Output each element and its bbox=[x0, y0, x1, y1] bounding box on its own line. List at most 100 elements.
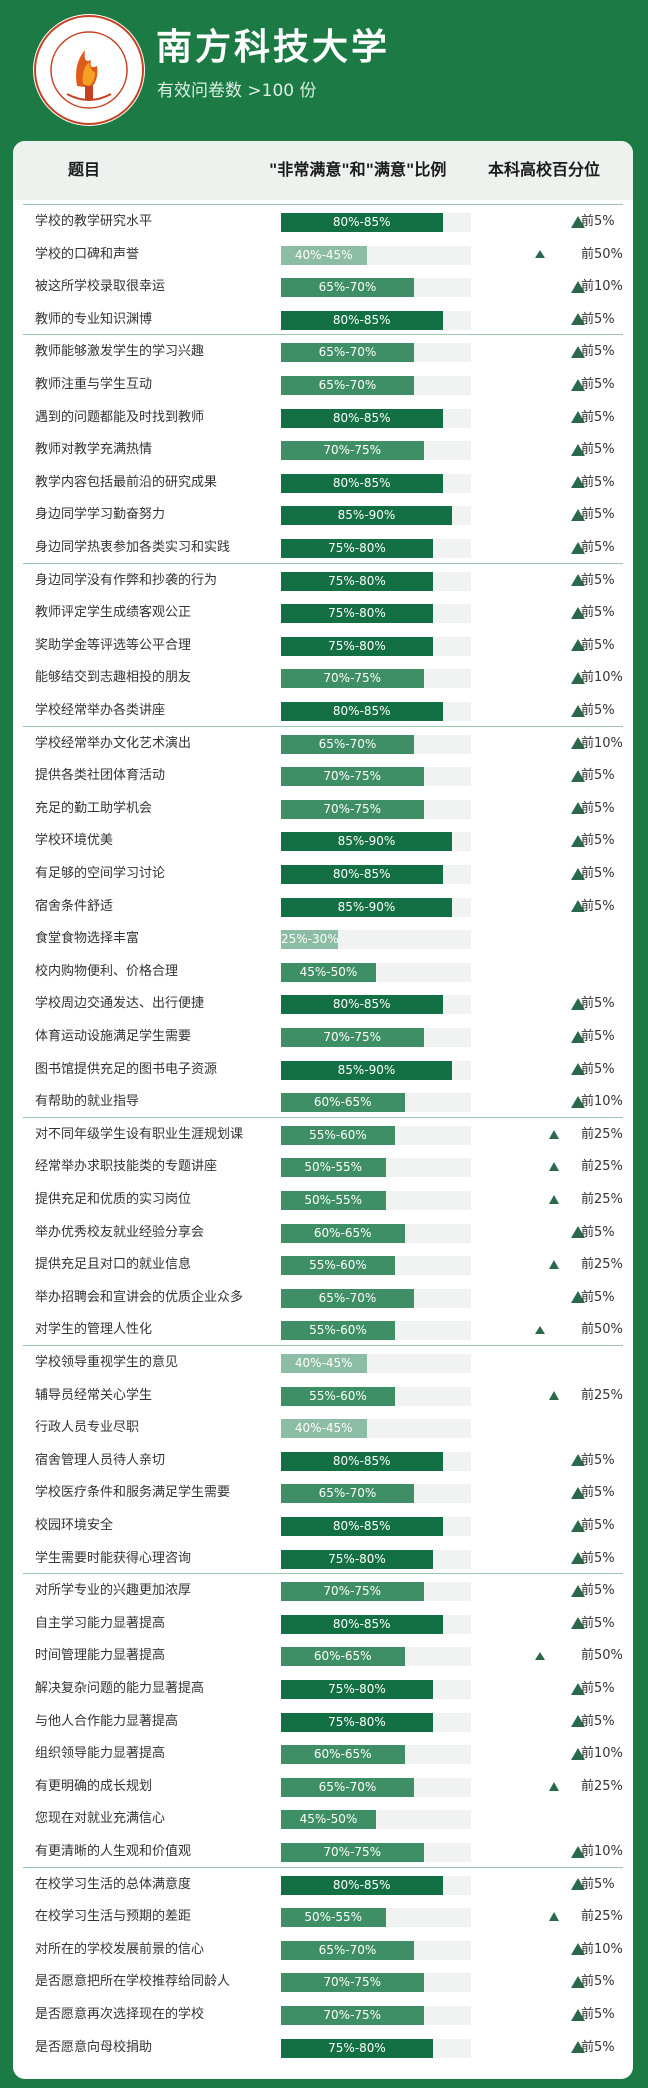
satisfaction-bar: 45%-50% bbox=[281, 962, 376, 982]
page-subtitle: 有效问卷数 >100 份 bbox=[157, 81, 317, 101]
table-row: 经常举办求职技能类的专题讲座 50%-55% 前25% bbox=[13, 1151, 633, 1184]
table-row: 学校经常举办各类讲座 80%-85% 前5% bbox=[13, 695, 633, 728]
rank-up-icon bbox=[571, 737, 585, 750]
group-divider bbox=[23, 1866, 623, 1868]
rank-up-icon bbox=[571, 574, 585, 587]
bar-value-label: 70%-75% bbox=[323, 1975, 382, 1990]
bar-value-label: 60%-65% bbox=[313, 1747, 372, 1762]
percentile-label: 前5% bbox=[581, 1681, 615, 1696]
percentile-label: 前5% bbox=[581, 996, 615, 1012]
row-label: 您现在对就业充满信心 bbox=[35, 1811, 166, 1827]
bar-track: 60%-65% bbox=[281, 1647, 471, 1667]
satisfaction-bar: 75%-80% bbox=[281, 636, 433, 656]
rank-up-icon bbox=[571, 345, 585, 358]
percentile-label: 前5% bbox=[581, 1452, 615, 1468]
row-label: 被这所学校录取很幸运 bbox=[35, 279, 166, 295]
bar-value-label: 75%-80% bbox=[328, 573, 386, 588]
bar-track: 75%-80% bbox=[281, 636, 471, 656]
rank-up-icon bbox=[549, 1781, 559, 1791]
satisfaction-bar: 80%-85% bbox=[281, 865, 443, 884]
bar-value-label: 85%-90% bbox=[337, 899, 396, 914]
table-row: 您现在对就业充满信心 45%-50% bbox=[13, 1803, 633, 1836]
satisfaction-bar: 70%-75% bbox=[281, 1582, 424, 1602]
percentile-label: 前5% bbox=[581, 377, 615, 392]
satisfaction-bar: 65%-70% bbox=[281, 1484, 414, 1504]
percentile-label: 前5% bbox=[581, 1485, 615, 1501]
rank-up-icon bbox=[549, 1912, 559, 1922]
satisfaction-bar: 80%-85% bbox=[281, 1517, 443, 1536]
percentile-label: 前5% bbox=[581, 1876, 615, 1892]
table-row: 是否愿意向母校捐助 75%-80% 前5% bbox=[13, 2032, 633, 2065]
row-label: 提供各类社团体育活动 bbox=[35, 768, 166, 784]
bar-value-label: 40%-45% bbox=[294, 247, 353, 262]
bar-track: 65%-70% bbox=[281, 278, 471, 298]
table-row: 提供充足和优质的实习岗位 50%-55% 前25% bbox=[13, 1184, 633, 1217]
table-row: 遇到的问题都能及时找到教师 80%-85% 前5% bbox=[13, 402, 633, 435]
percentile-label: 前5% bbox=[581, 474, 615, 490]
bar-track: 45%-50% bbox=[281, 962, 471, 982]
rank-up-icon bbox=[549, 1195, 559, 1204]
bar-value-label: 65%-70% bbox=[318, 280, 377, 295]
bar-value-label: 80%-85% bbox=[332, 475, 391, 490]
bar-track: 70%-75% bbox=[281, 767, 471, 787]
percentile-label: 前5% bbox=[581, 2039, 615, 2055]
satisfaction-bar: 75%-80% bbox=[281, 1549, 433, 1569]
rank-up-icon bbox=[571, 508, 585, 521]
bar-value-label: 70%-75% bbox=[323, 671, 382, 686]
bar-value-label: 75%-80% bbox=[328, 1551, 386, 1566]
row-label: 学校的教学研究水平 bbox=[35, 214, 153, 229]
row-label: 校园环境安全 bbox=[35, 1518, 114, 1533]
table-row: 在校学习生活与预期的差距 50%-55% 前25% bbox=[13, 1901, 633, 1934]
group-divider bbox=[23, 204, 623, 205]
table-row: 在校学习生活的总体满意度 80%-85% 前5% bbox=[13, 1869, 633, 1902]
percentile-label: 前25% bbox=[581, 1909, 623, 1925]
rank-up-icon bbox=[571, 802, 585, 815]
bar-value-label: 75%-80% bbox=[328, 2040, 386, 2055]
row-label: 学校领导重视学生的意见 bbox=[35, 1355, 179, 1370]
row-label: 对学生的管理人性化 bbox=[35, 1322, 153, 1338]
rank-up-icon bbox=[549, 1260, 559, 1270]
row-label: 校内购物便利、价格合理 bbox=[35, 963, 179, 979]
satisfaction-bar: 55%-60% bbox=[281, 1125, 395, 1145]
rank-up-icon bbox=[549, 1129, 559, 1139]
percentile-label: 前25% bbox=[581, 1387, 623, 1403]
satisfaction-bar: 80%-85% bbox=[281, 408, 443, 428]
bar-value-label: 45%-50% bbox=[299, 964, 358, 979]
percentile-label: 前25% bbox=[581, 1159, 623, 1175]
percentile-label: 前25% bbox=[581, 1126, 623, 1142]
rank-up-icon bbox=[549, 1162, 559, 1172]
rank-up-icon bbox=[571, 1943, 585, 1956]
bar-value-label: 60%-65% bbox=[313, 1649, 372, 1664]
bar-value-label: 80%-85% bbox=[332, 410, 391, 425]
percentile-label: 前10% bbox=[581, 735, 623, 751]
row-label: 遇到的问题都能及时找到教师 bbox=[35, 409, 205, 425]
percentile-label: 前5% bbox=[581, 214, 615, 229]
table-row: 充足的勤工助学机会 70%-75% 前5% bbox=[13, 793, 633, 826]
table-row: 有帮助的就业指导 60%-65% 前10% bbox=[13, 1086, 633, 1119]
bar-value-label: 65%-70% bbox=[318, 1942, 377, 1957]
percentile-label: 前50% bbox=[581, 246, 623, 262]
percentile-label: 前5% bbox=[581, 898, 615, 914]
bar-track: 60%-65% bbox=[281, 1223, 471, 1243]
group-divider bbox=[23, 725, 623, 727]
satisfaction-bar: 65%-70% bbox=[281, 278, 414, 298]
satisfaction-bar: 70%-75% bbox=[281, 1028, 424, 1047]
table-row: 是否愿意把所在学校推荐给同龄人 70%-75% 前5% bbox=[13, 1966, 633, 1999]
satisfaction-bar: 65%-70% bbox=[281, 1777, 414, 1797]
percentile-label: 前50% bbox=[581, 1648, 623, 1664]
bar-value-label: 50%-55% bbox=[304, 1193, 363, 1207]
bar-track: 70%-75% bbox=[281, 2006, 471, 2025]
satisfaction-bar: 85%-90% bbox=[281, 897, 452, 917]
bar-value-label: 80%-85% bbox=[332, 1453, 391, 1468]
rank-up-icon bbox=[571, 1845, 585, 1858]
table-row: 身边同学没有作弊和抄袭的行为 75%-80% 前5% bbox=[13, 565, 633, 598]
bar-track: 80%-85% bbox=[281, 213, 471, 232]
row-label: 行政人员专业尽职 bbox=[35, 1420, 140, 1436]
group-divider bbox=[23, 1573, 623, 1575]
row-label: 经常举办求职技能类的专题讲座 bbox=[35, 1159, 218, 1175]
table-row: 学校环境优美 85%-90% 前5% bbox=[13, 825, 633, 858]
row-label: 奖助学金等评选等公平合理 bbox=[35, 637, 192, 653]
table-row: 图书馆提供充足的图书电子资源 85%-90% 前5% bbox=[13, 1054, 633, 1087]
row-label: 教师注重与学生互动 bbox=[35, 377, 153, 392]
bar-value-label: 70%-75% bbox=[323, 769, 382, 784]
